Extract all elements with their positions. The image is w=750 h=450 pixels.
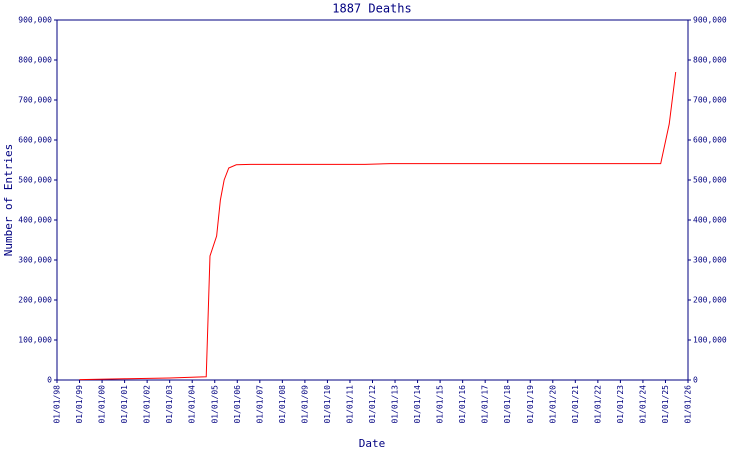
x-tick-label: 01/01/08 [278, 385, 287, 424]
x-tick-label: 01/01/23 [616, 385, 625, 424]
x-tick-label: 01/01/00 [98, 385, 107, 424]
x-tick-label: 01/01/20 [548, 385, 557, 424]
x-tick-label: 01/01/18 [503, 385, 512, 424]
y-tick-label: 0 [47, 376, 52, 385]
x-tick-label: 01/01/25 [661, 385, 670, 424]
x-tick-label: 01/01/10 [323, 385, 332, 424]
x-axis-label: Date [359, 437, 386, 450]
y-tick-label: 300,000 [18, 256, 52, 265]
y2-tick-label: 400,000 [693, 216, 727, 225]
x-tick-label: 01/01/04 [188, 385, 197, 424]
x-tick-label: 01/01/17 [481, 385, 490, 424]
y-tick-label: 700,000 [18, 96, 52, 105]
plot-frame [56, 19, 689, 381]
x-tick-label: 01/01/12 [368, 385, 377, 424]
data-line [79, 71, 677, 381]
x-tick-label: 01/01/02 [143, 385, 152, 424]
y-tick-label: 200,000 [18, 296, 52, 305]
y-axis-label: Number of Entries [2, 144, 15, 257]
x-tick-label: 01/01/09 [300, 385, 309, 424]
y-tick-label: 600,000 [18, 136, 52, 145]
chart-title: 1887 Deaths [332, 2, 411, 16]
x-tick-label: 01/01/16 [458, 385, 467, 424]
x-tick-label: 01/01/13 [391, 385, 400, 424]
y2-tick-label: 800,000 [693, 56, 727, 65]
y-tick-label: 500,000 [18, 176, 52, 185]
y2-tick-label: 900,000 [693, 16, 727, 25]
x-tick-label: 01/01/05 [210, 385, 219, 424]
x-tick-label: 01/01/14 [413, 385, 422, 424]
x-tick-label: 01/01/26 [684, 385, 693, 424]
x-tick-label: 01/01/11 [345, 385, 354, 424]
x-tick-label: 01/01/07 [255, 385, 264, 424]
y-tick-label: 400,000 [18, 216, 52, 225]
y2-tick-label: 0 [693, 376, 698, 385]
x-tick-label: 01/01/22 [593, 385, 602, 424]
y-tick-label: 900,000 [18, 16, 52, 25]
y2-tick-label: 100,000 [693, 336, 727, 345]
x-tick-label: 01/01/01 [120, 385, 129, 424]
x-tick-label: 01/01/24 [638, 385, 647, 424]
x-tick-label: 01/01/19 [526, 385, 535, 424]
y2-tick-label: 500,000 [693, 176, 727, 185]
x-tick-label: 01/01/99 [75, 385, 84, 424]
x-tick-label: 01/01/03 [165, 385, 174, 424]
y-tick-label: 800,000 [18, 56, 52, 65]
y2-tick-label: 300,000 [693, 256, 727, 265]
y2-tick-label: 200,000 [693, 296, 727, 305]
x-tick-label: 01/01/06 [233, 385, 242, 424]
x-tick-label: 01/01/15 [436, 385, 445, 424]
y2-tick-label: 700,000 [693, 96, 727, 105]
y-tick-label: 100,000 [18, 336, 52, 345]
x-tick-label: 01/01/98 [53, 385, 62, 424]
y2-tick-label: 600,000 [693, 136, 727, 145]
x-tick-label: 01/01/21 [571, 385, 580, 424]
